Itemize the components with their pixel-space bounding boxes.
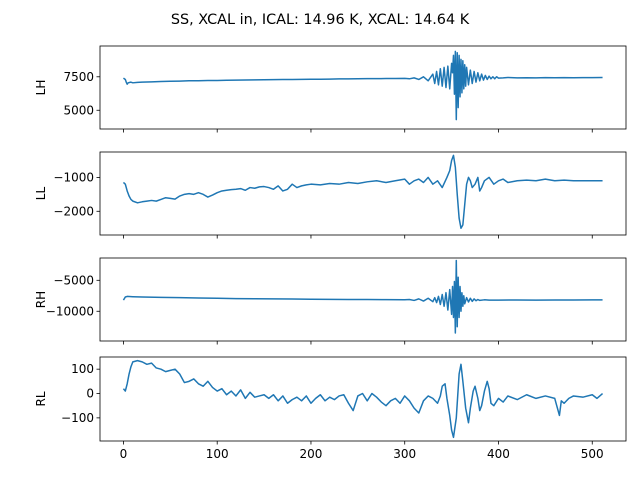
series-line <box>122 154 603 229</box>
x-tick-label: 300 <box>393 447 416 461</box>
x-tick-label: 100 <box>206 447 229 461</box>
y-tick-label: −10000 <box>46 304 94 318</box>
x-tick-label: 200 <box>300 447 323 461</box>
y-tick-label: −100 <box>61 411 94 425</box>
series-line <box>123 50 603 121</box>
series-line <box>122 259 603 334</box>
x-tick-label: 0 <box>120 447 128 461</box>
y-tick-label: 0 <box>86 387 94 401</box>
y-axis-label: RL <box>34 391 48 406</box>
series-line <box>122 359 604 439</box>
axes-frame <box>99 356 627 442</box>
y-tick-label: 7500 <box>63 70 94 84</box>
subplot-lh: 5000 7500 LH <box>34 45 627 133</box>
y-tick-label: 100 <box>71 362 94 376</box>
y-tick-label: −1000 <box>53 170 94 184</box>
subplot-rl: −100 0 100 0 100 200 300 400 500 RL <box>34 356 627 461</box>
axes-frame <box>99 151 627 236</box>
y-axis-label: RH <box>34 291 48 308</box>
y-tick-label: −2000 <box>53 204 94 218</box>
axes-frame <box>99 45 627 130</box>
subplot-ll: −2000 −1000 LL <box>34 151 627 239</box>
y-axis-label: LL <box>34 187 48 201</box>
y-tick-label: −5000 <box>53 273 94 287</box>
y-axis-label: LH <box>34 80 48 96</box>
y-tick-label: 5000 <box>63 103 94 117</box>
x-tick-label: 400 <box>487 447 510 461</box>
figure-title: SS, XCAL in, ICAL: 14.96 K, XCAL: 14.64 … <box>171 12 470 28</box>
axes-frame <box>99 257 627 342</box>
subplot-rh: −10000 −5000 RH <box>34 257 627 345</box>
x-tick-label: 500 <box>581 447 604 461</box>
subplots-group: 50007500LH−2000−1000LL−10000−5000RH−1000… <box>34 45 627 461</box>
